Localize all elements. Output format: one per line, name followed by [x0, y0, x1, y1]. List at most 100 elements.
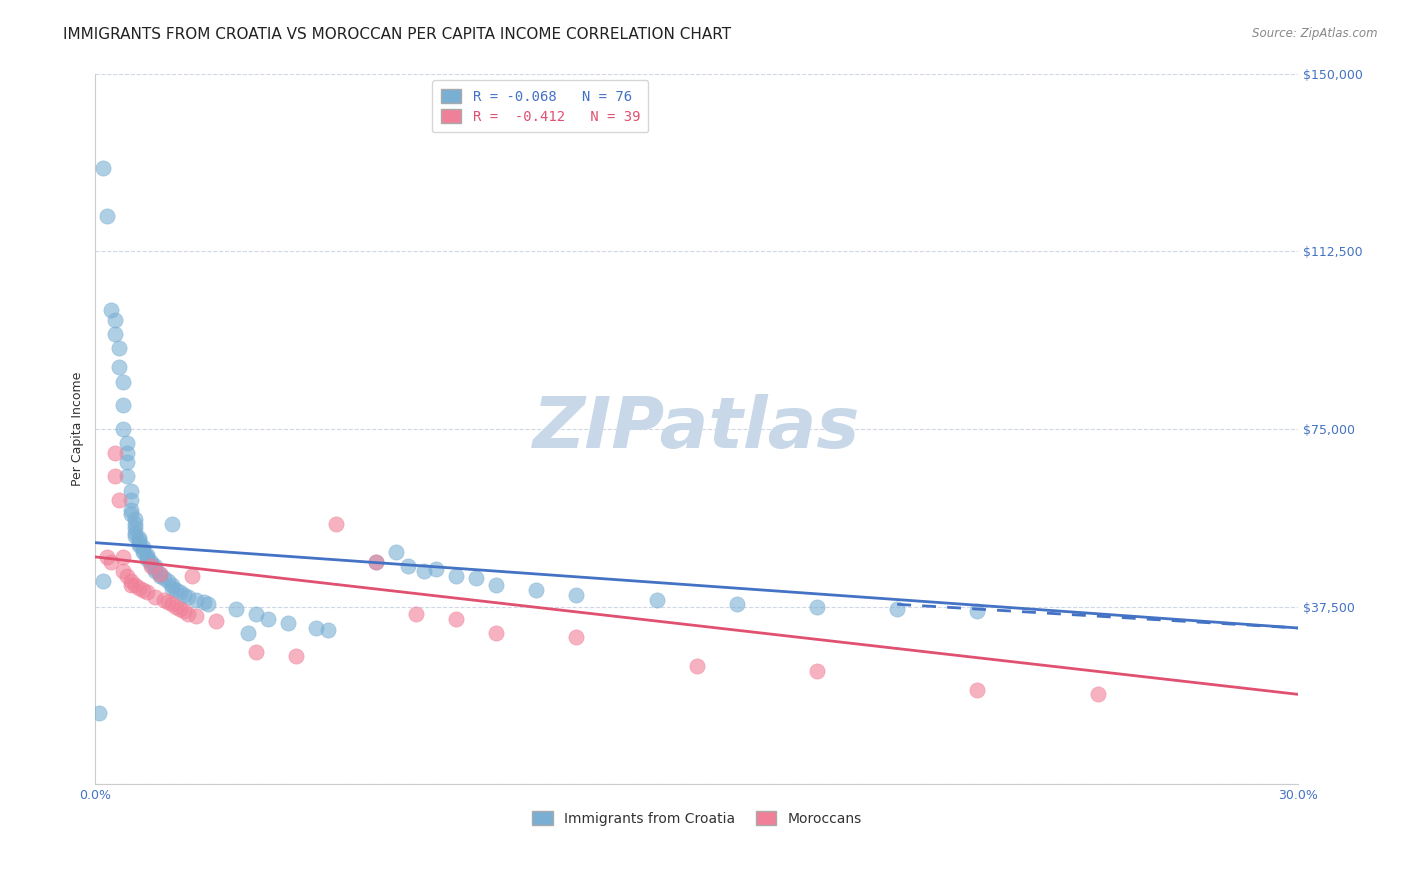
Point [100, 555, 122, 569]
Point [124, 512, 146, 526]
Text: IMMIGRANTS FROM CROATIA VS MOROCCAN PER CAPITA INCOME CORRELATION CHART: IMMIGRANTS FROM CROATIA VS MOROCCAN PER … [63, 27, 731, 42]
Point [132, 545, 155, 559]
Point [204, 614, 226, 628]
Point [176, 591, 198, 605]
Point [145, 562, 167, 576]
Point [124, 516, 146, 531]
Text: ZIPatlas: ZIPatlas [533, 394, 860, 464]
Point [180, 569, 202, 583]
Point [686, 659, 709, 673]
Point [124, 528, 146, 542]
Point [128, 531, 150, 545]
Point [104, 327, 127, 342]
Point [136, 549, 159, 564]
Point [104, 313, 127, 327]
Point [444, 611, 467, 625]
Point [173, 604, 195, 618]
Point [152, 592, 174, 607]
Point [256, 611, 278, 625]
Point [145, 591, 167, 605]
Point [325, 516, 347, 531]
Point [465, 571, 488, 585]
Point [108, 360, 131, 375]
Point [160, 597, 183, 611]
Point [141, 557, 163, 571]
Point [96, 549, 118, 564]
Point [132, 541, 155, 555]
Text: Source: ZipAtlas.com: Source: ZipAtlas.com [1253, 27, 1378, 40]
Point [173, 588, 195, 602]
Point [93, 161, 115, 176]
Point [305, 621, 328, 635]
Point [112, 549, 135, 564]
Point [132, 583, 155, 598]
Point [165, 583, 187, 598]
Point [524, 583, 547, 598]
Point [124, 526, 146, 541]
Point [413, 564, 436, 578]
Point [152, 571, 174, 585]
Point [128, 535, 150, 549]
Point [284, 649, 307, 664]
Point [396, 559, 419, 574]
Point [108, 493, 131, 508]
Point [160, 581, 183, 595]
Point [120, 578, 142, 592]
Point [124, 521, 146, 535]
Point [364, 555, 387, 569]
Point [136, 552, 159, 566]
Point [148, 569, 170, 583]
Point [108, 342, 131, 356]
Point [117, 436, 139, 450]
Point [405, 607, 427, 621]
Point [112, 422, 135, 436]
Point [385, 545, 408, 559]
Point [120, 483, 142, 498]
Point [806, 664, 828, 678]
Point [645, 592, 668, 607]
Point [128, 533, 150, 548]
Point [117, 445, 139, 459]
Point [236, 625, 259, 640]
Point [193, 595, 215, 609]
Point [148, 566, 170, 581]
Point [145, 559, 167, 574]
Point [156, 595, 179, 609]
Point [184, 609, 207, 624]
Point [160, 516, 183, 531]
Point [485, 578, 508, 592]
Point [364, 555, 387, 569]
Point [120, 574, 142, 588]
Point [160, 578, 183, 592]
Point [112, 375, 135, 389]
Point [112, 564, 135, 578]
Point [148, 566, 170, 581]
Point [169, 602, 191, 616]
Point [96, 209, 118, 223]
Y-axis label: Per Capita Income: Per Capita Income [72, 372, 84, 486]
Point [132, 542, 155, 557]
Point [100, 303, 122, 318]
Point [176, 607, 198, 621]
Point [128, 538, 150, 552]
Point [444, 569, 467, 583]
Point [886, 602, 908, 616]
Point [966, 604, 988, 618]
Point [156, 574, 179, 588]
Point [128, 581, 150, 595]
Point [117, 469, 139, 483]
Point [145, 564, 167, 578]
Point [966, 682, 988, 697]
Point [141, 559, 163, 574]
Point [112, 398, 135, 412]
Point [104, 469, 127, 483]
Point [485, 625, 508, 640]
Point [93, 574, 115, 588]
Point [245, 645, 267, 659]
Point [225, 602, 247, 616]
Point [197, 597, 219, 611]
Point [124, 578, 146, 592]
Point [1087, 687, 1109, 701]
Point [169, 585, 191, 599]
Point [120, 508, 142, 522]
